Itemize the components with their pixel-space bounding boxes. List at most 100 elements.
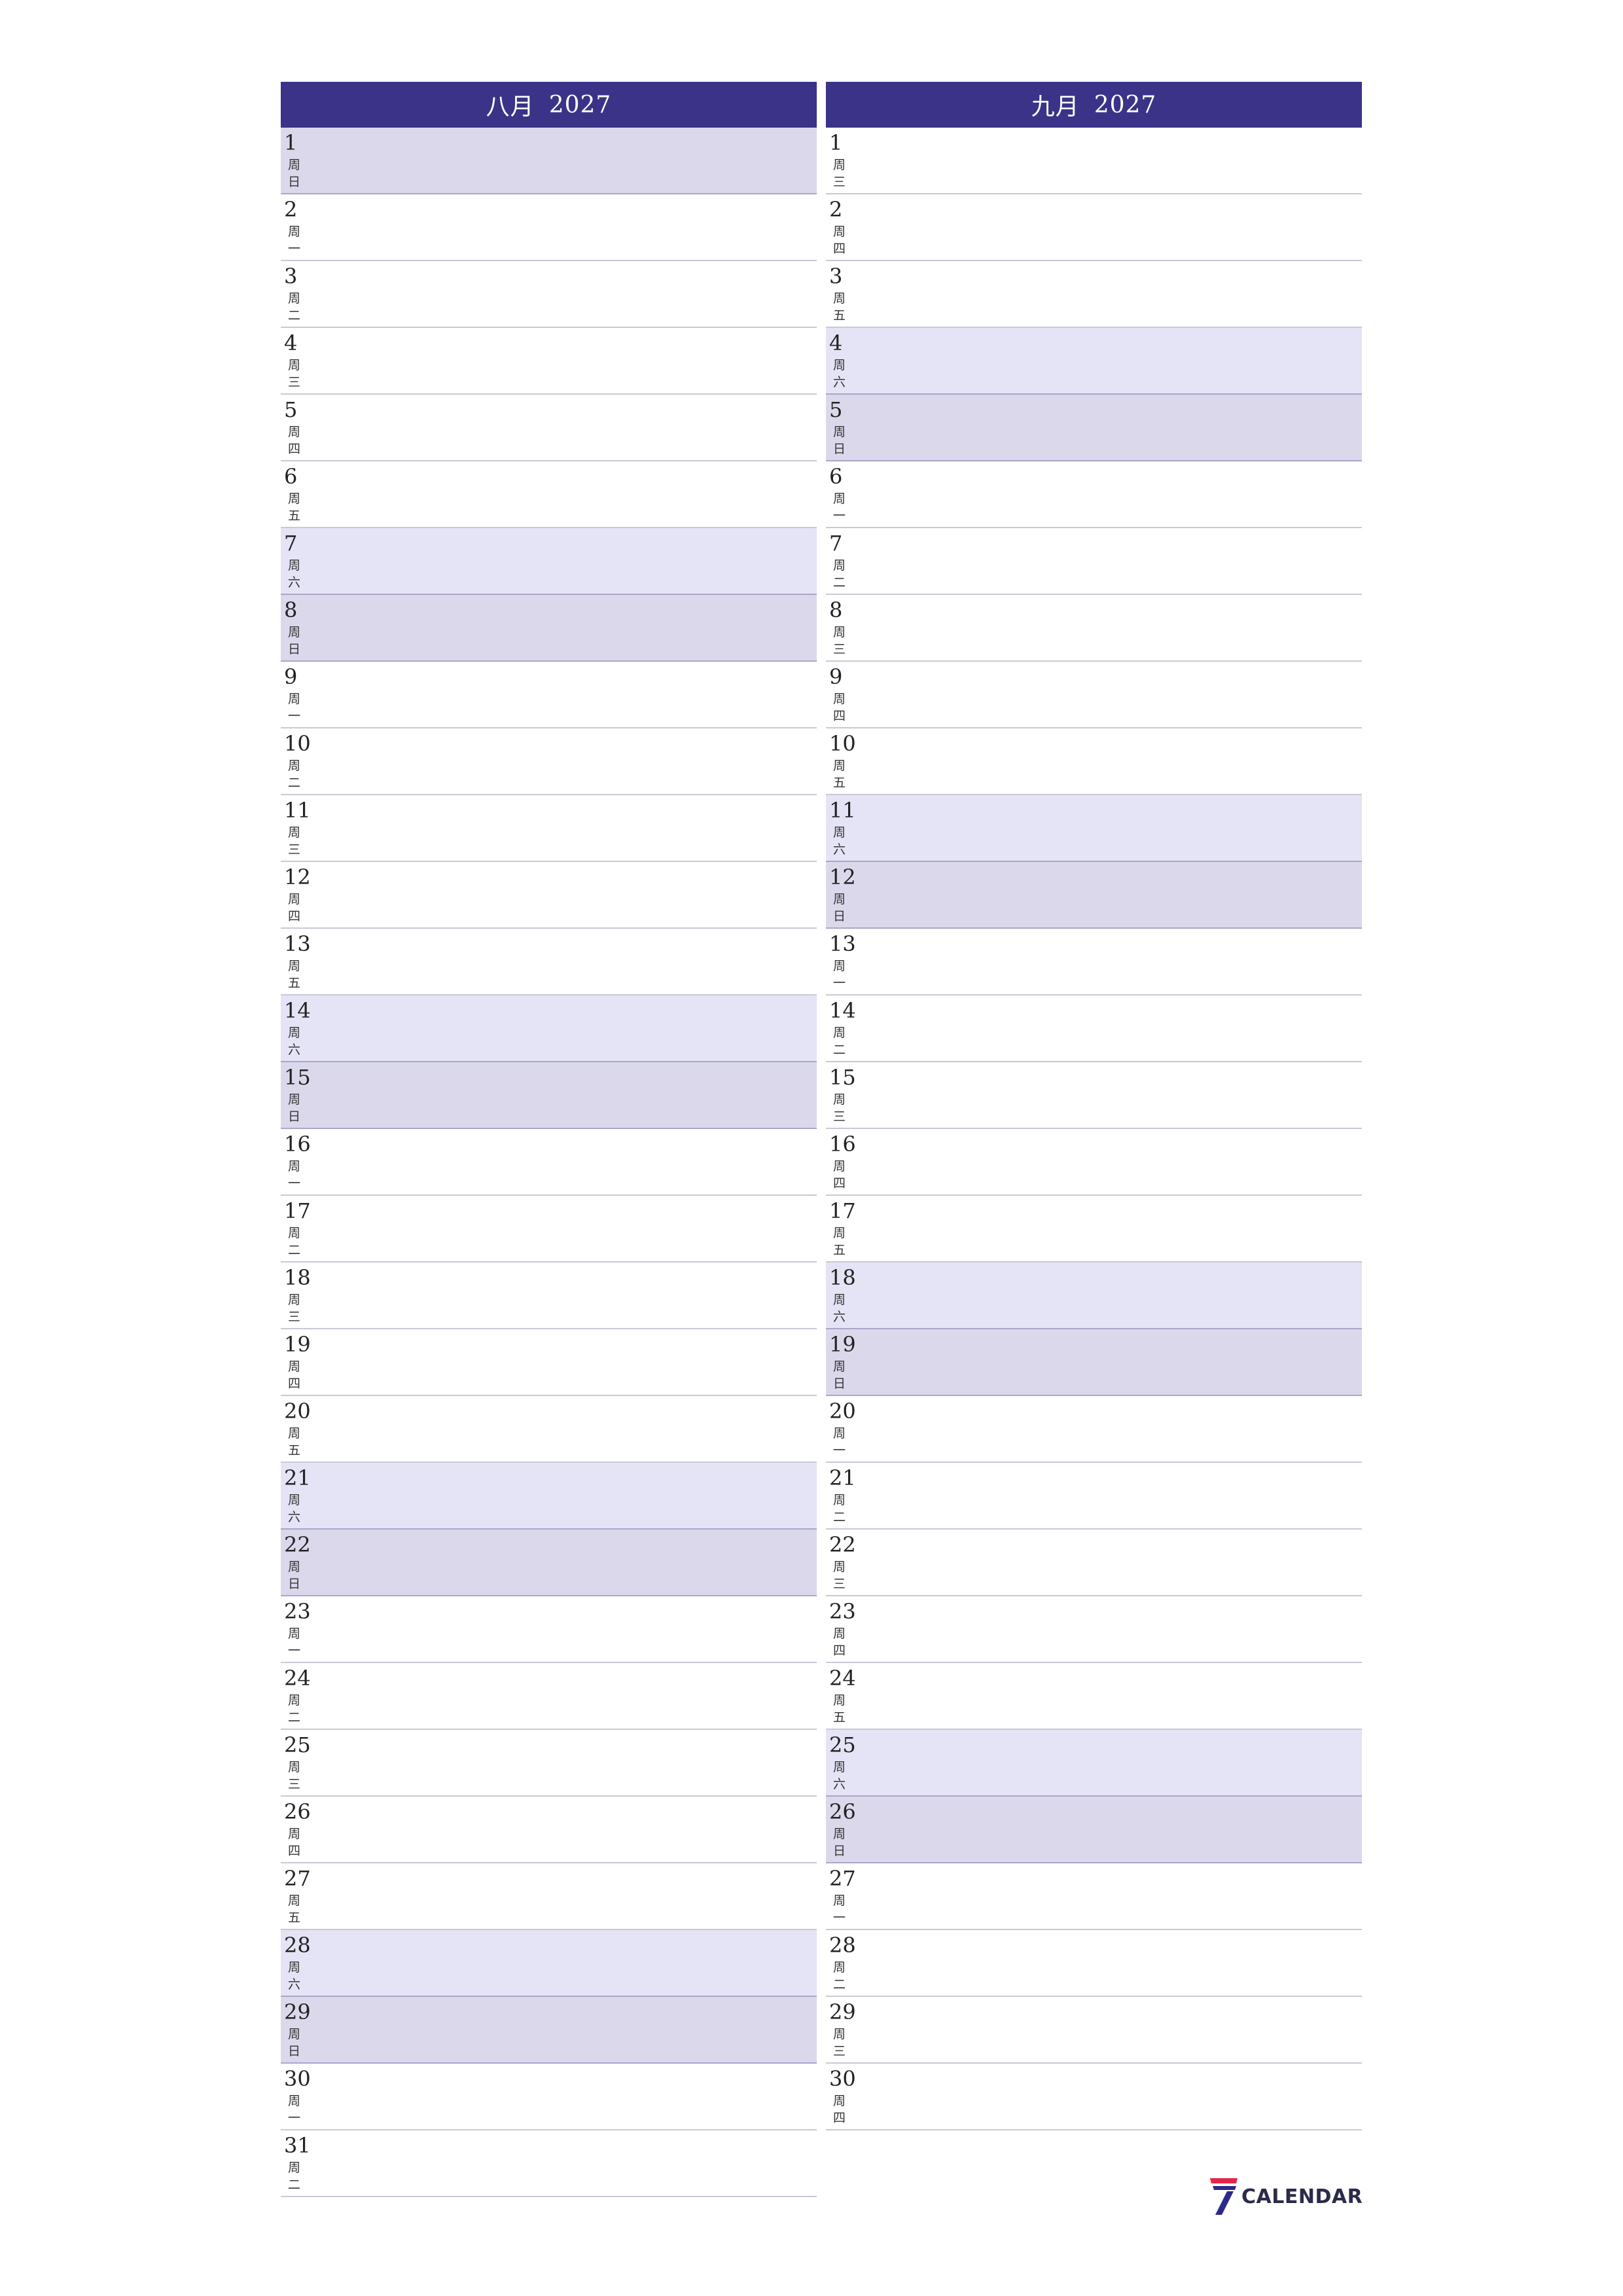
day-row: 18 周三: [281, 1263, 817, 1329]
day-row: 16 周一: [281, 1129, 817, 1196]
day-row: 23 周四: [826, 1596, 1362, 1663]
day-number: 19: [829, 1332, 856, 1357]
weekday-label: 周一: [288, 224, 301, 256]
month-name: 九月: [1031, 94, 1080, 120]
weekday-label: 周五: [288, 1893, 301, 1925]
weekday-label: 周二: [833, 1493, 846, 1524]
day-row: 30 周四: [826, 2064, 1362, 2130]
weekday-label: 周日: [833, 425, 846, 456]
day-number: 26: [829, 1799, 856, 1824]
day-number: 20: [284, 1399, 311, 1424]
day-number: 11: [829, 798, 856, 823]
weekday-label: 周二: [288, 291, 301, 323]
day-number: 19: [284, 1332, 311, 1357]
weekday-label: 周四: [288, 425, 301, 456]
weekday-label: 周三: [833, 2027, 846, 2058]
day-number: 20: [829, 1399, 856, 1424]
day-number: 3: [284, 264, 298, 289]
day-row: 21 周六: [281, 1463, 817, 1530]
weekday-label: 周三: [288, 1293, 301, 1324]
day-row: 19 周日: [826, 1329, 1362, 1396]
day-row: 6 周一: [826, 461, 1362, 528]
weekday-label: 周三: [833, 158, 846, 189]
day-row: 28 周六: [281, 1930, 817, 1997]
day-number: 24: [284, 1666, 311, 1691]
day-number: 28: [829, 1933, 856, 1958]
weekday-label: 周五: [833, 759, 846, 790]
day-row: 25 周六: [826, 1730, 1362, 1797]
day-row: 17 周二: [281, 1196, 817, 1263]
day-row: 15 周日: [281, 1062, 817, 1129]
day-number: 22: [284, 1532, 311, 1557]
day-row: 5 周四: [281, 395, 817, 461]
weekday-label: 周一: [288, 692, 301, 723]
day-row: 11 周六: [826, 795, 1362, 862]
day-row: 12 周日: [826, 862, 1362, 929]
brand-logo-text: CALENDAR: [1241, 2185, 1363, 2208]
day-number: 23: [829, 1599, 856, 1624]
day-number: 9: [829, 664, 843, 689]
weekday-label: 周日: [288, 158, 301, 189]
weekday-label: 周五: [288, 959, 301, 990]
day-number: 18: [284, 1265, 311, 1290]
day-number: 16: [829, 1132, 856, 1157]
day-row: 22 周日: [281, 1530, 817, 1596]
day-number: 25: [829, 1732, 856, 1757]
weekday-label: 周日: [288, 2027, 301, 2058]
day-row: 3 周二: [281, 261, 817, 328]
weekday-label: 周日: [288, 1560, 301, 1591]
day-row: 10 周二: [281, 728, 817, 795]
day-row: 3 周五: [826, 261, 1362, 328]
day-row: 13 周五: [281, 929, 817, 996]
day-number: 21: [829, 1465, 856, 1490]
weekday-label: 周三: [833, 625, 846, 656]
weekday-label: 周三: [833, 1092, 846, 1124]
month-year: 2027: [548, 91, 612, 118]
day-number: 1: [284, 130, 298, 155]
weekday-label: 周二: [288, 1226, 301, 1257]
month-column-august: 八月 2027 1 周日 2 周一 3 周二 4 周三 5 周四 6 周五 7 周六 8 周日 9 周一 10 周二 1…: [281, 82, 817, 2197]
day-row: 27 周一: [826, 1863, 1362, 1930]
day-number: 24: [829, 1666, 856, 1691]
weekday-label: 周六: [833, 1293, 846, 1324]
day-row: 2 周一: [281, 194, 817, 261]
day-number: 12: [284, 865, 311, 889]
day-number: 6: [284, 464, 298, 489]
day-row: 11 周三: [281, 795, 817, 862]
weekday-label: 周三: [288, 358, 301, 389]
weekday-label: 周六: [833, 825, 846, 857]
day-number: 29: [284, 2000, 311, 2024]
day-number: 1: [829, 130, 843, 155]
weekday-label: 周一: [288, 2094, 301, 2125]
weekday-label: 周六: [833, 1760, 846, 1791]
weekday-label: 周五: [833, 1693, 846, 1725]
day-number: 15: [284, 1065, 311, 1090]
day-row: 26 周日: [826, 1797, 1362, 1863]
weekday-label: 周六: [288, 1960, 301, 1992]
day-number: 10: [284, 731, 311, 756]
day-list: 1 周日 2 周一 3 周二 4 周三 5 周四 6 周五 7 周六 8 周日 9 周一 10 周二 11 周三 12 周四 1…: [281, 128, 817, 2197]
day-number: 25: [284, 1732, 311, 1757]
weekday-label: 周四: [833, 692, 846, 723]
day-number: 5: [829, 397, 843, 422]
weekday-label: 周二: [288, 2161, 301, 2192]
day-row: 23 周一: [281, 1596, 817, 1663]
day-number: 5: [284, 397, 298, 422]
weekday-label: 周一: [833, 492, 846, 523]
weekday-label: 周六: [288, 1026, 301, 1057]
weekday-label: 周日: [288, 625, 301, 656]
weekday-label: 周一: [288, 1159, 301, 1191]
day-row: 17 周五: [826, 1196, 1362, 1263]
day-number: 16: [284, 1132, 311, 1157]
weekday-label: 周一: [833, 1426, 846, 1458]
weekday-label: 周日: [833, 1359, 846, 1391]
day-row: 24 周二: [281, 1663, 817, 1730]
day-number: 15: [829, 1065, 856, 1090]
day-number: 18: [829, 1265, 856, 1290]
weekday-label: 周一: [833, 959, 846, 990]
day-number: 2: [284, 197, 298, 222]
day-row: 15 周三: [826, 1062, 1362, 1129]
day-number: 22: [829, 1532, 856, 1557]
day-row: 31 周二: [281, 2130, 817, 2197]
day-number: 28: [284, 1933, 311, 1958]
